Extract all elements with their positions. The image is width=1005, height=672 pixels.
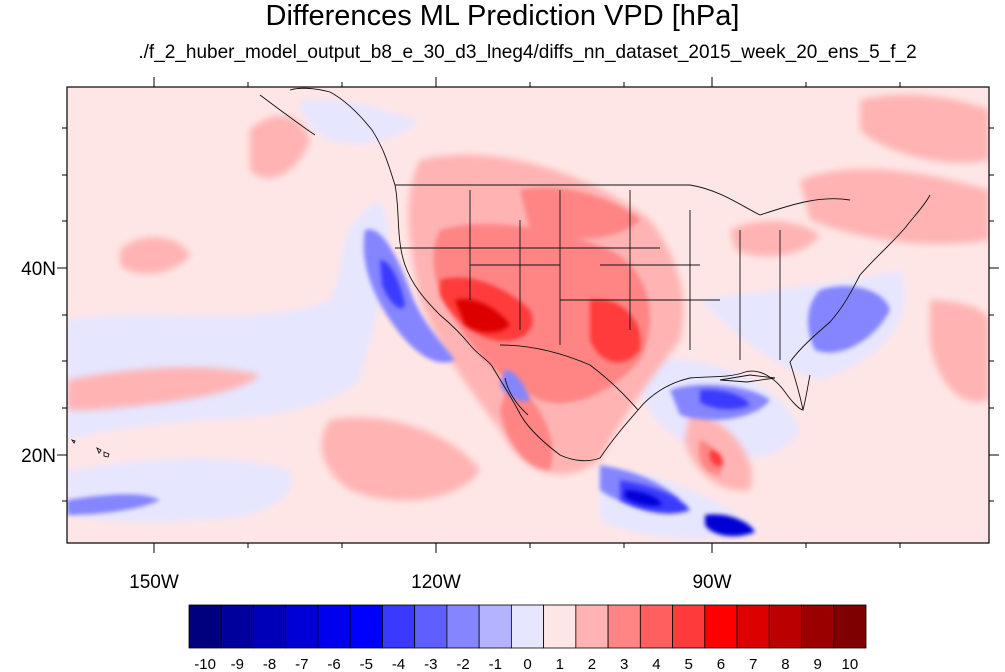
colorbar-tick-label: -2: [456, 656, 469, 672]
colorbar-box: [704, 604, 738, 649]
colorbar-tick-label: 8: [781, 656, 789, 672]
colorbar-tick-label: 6: [717, 656, 725, 672]
colorbar-box: [575, 604, 609, 649]
colorbar-box: [543, 604, 577, 649]
map-subtitle: ./f_2_huber_model_output_b8_e_30_d3_lneg…: [138, 42, 917, 63]
colorbar-box: [414, 604, 448, 649]
colorbar-box: [833, 604, 867, 649]
colorbar: [188, 604, 867, 649]
colorbar-box: [220, 604, 254, 649]
colorbar-box: [510, 604, 545, 649]
colorbar-tick-label: -8: [263, 656, 276, 672]
colorbar-box: [607, 604, 641, 649]
strong-negative-regions: [380, 260, 750, 514]
lon-tick-label-150w: 150W: [129, 572, 179, 593]
colorbar-tick-label: -7: [295, 656, 308, 672]
colorbar-box: [768, 604, 802, 649]
map-plot-area: [67, 87, 989, 543]
colorbar-box: [188, 604, 222, 649]
lat-tick-label-20n: 20N: [21, 446, 56, 467]
colorbar-tick-label: -6: [327, 656, 340, 672]
colorbar-labels: -10 -9 -8 -7 -6 -5 -4 -3 -2 -1 0 1 2 3 4 5 6 7 8 9 10: [194, 656, 858, 672]
colorbar-tick-label: 10: [842, 656, 859, 672]
colorbar-tick-label: 7: [749, 656, 757, 672]
axis-ticks: [57, 77, 999, 553]
colorbar-tick-label: 1: [556, 656, 564, 672]
colorbar-tick-label: -1: [489, 656, 502, 672]
colorbar-box: [639, 604, 673, 649]
map-title: Differences ML Prediction VPD [hPa]: [265, 0, 740, 32]
colorbar-box: [317, 604, 351, 649]
lat-tick-label-40n: 40N: [21, 259, 56, 280]
colorbar-box: [672, 604, 706, 649]
medium-positive-regions: [433, 187, 722, 475]
lon-tick-label-120w: 120W: [411, 572, 461, 593]
lon-tick-label-90w: 90W: [692, 572, 731, 593]
colorbar-box: [382, 604, 416, 649]
island-outlines: [70, 374, 776, 458]
max-negative-core: [625, 490, 755, 537]
colorbar-tick-label: 4: [652, 656, 660, 672]
coastlines-and-borders: [259, 87, 931, 462]
colorbar-box: [285, 604, 319, 649]
colorbar-tick-label: -4: [392, 656, 405, 672]
colorbar-box: [478, 604, 512, 649]
colorbar-box: [736, 604, 770, 649]
colorbar-tick-label: 2: [588, 656, 596, 672]
colorbar-tick-label: -9: [231, 656, 244, 672]
colorbar-box: [801, 604, 835, 649]
max-positive-core: [455, 299, 510, 333]
colorbar-tick-label: -5: [360, 656, 373, 672]
colorbar-tick-label: 3: [620, 656, 628, 672]
colorbar-tick-label: 5: [685, 656, 693, 672]
colorbar-tick-label: 0: [523, 656, 531, 672]
colorbar-tick-label: -10: [194, 656, 216, 672]
colorbar-box: [446, 604, 480, 649]
colorbar-tick-label: -3: [424, 656, 437, 672]
colorbar-box: [349, 604, 383, 649]
colorbar-box: [253, 604, 287, 649]
colorbar-tick-label: 9: [813, 656, 821, 672]
